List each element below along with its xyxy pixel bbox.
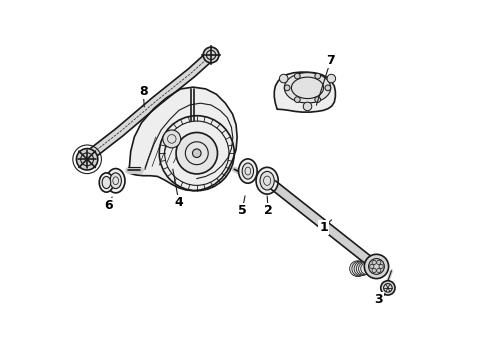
Ellipse shape — [260, 171, 274, 190]
Circle shape — [350, 261, 366, 276]
Circle shape — [193, 149, 201, 157]
Text: 7: 7 — [326, 54, 335, 67]
Text: 5: 5 — [238, 204, 246, 217]
Circle shape — [279, 74, 288, 83]
Circle shape — [372, 268, 376, 273]
Circle shape — [359, 262, 371, 275]
Circle shape — [294, 73, 300, 79]
Circle shape — [163, 130, 181, 148]
Circle shape — [361, 263, 372, 274]
Circle shape — [372, 260, 376, 265]
Circle shape — [356, 262, 369, 275]
Circle shape — [315, 97, 320, 103]
Circle shape — [325, 85, 331, 91]
Text: 1: 1 — [319, 221, 328, 234]
Circle shape — [76, 149, 98, 170]
Circle shape — [176, 132, 218, 174]
Circle shape — [352, 261, 367, 276]
Text: 4: 4 — [174, 195, 183, 209]
Circle shape — [294, 97, 300, 103]
Circle shape — [203, 47, 219, 63]
Circle shape — [315, 73, 320, 79]
Circle shape — [377, 268, 381, 273]
Circle shape — [381, 281, 395, 295]
Ellipse shape — [102, 176, 111, 189]
Polygon shape — [129, 87, 237, 191]
Ellipse shape — [106, 168, 125, 193]
Circle shape — [303, 102, 312, 111]
Text: 3: 3 — [375, 293, 383, 306]
Ellipse shape — [239, 159, 257, 183]
Text: 8: 8 — [139, 85, 147, 98]
Circle shape — [364, 254, 389, 279]
Circle shape — [369, 264, 374, 269]
Circle shape — [377, 260, 381, 265]
Ellipse shape — [256, 167, 278, 194]
Ellipse shape — [99, 173, 114, 192]
Circle shape — [379, 264, 383, 269]
Circle shape — [354, 262, 368, 276]
Polygon shape — [274, 72, 335, 112]
Circle shape — [327, 74, 336, 83]
Circle shape — [284, 85, 290, 91]
Text: 2: 2 — [264, 204, 272, 217]
Text: 6: 6 — [104, 199, 113, 212]
Ellipse shape — [110, 173, 122, 189]
Ellipse shape — [284, 73, 331, 103]
Ellipse shape — [242, 163, 253, 179]
